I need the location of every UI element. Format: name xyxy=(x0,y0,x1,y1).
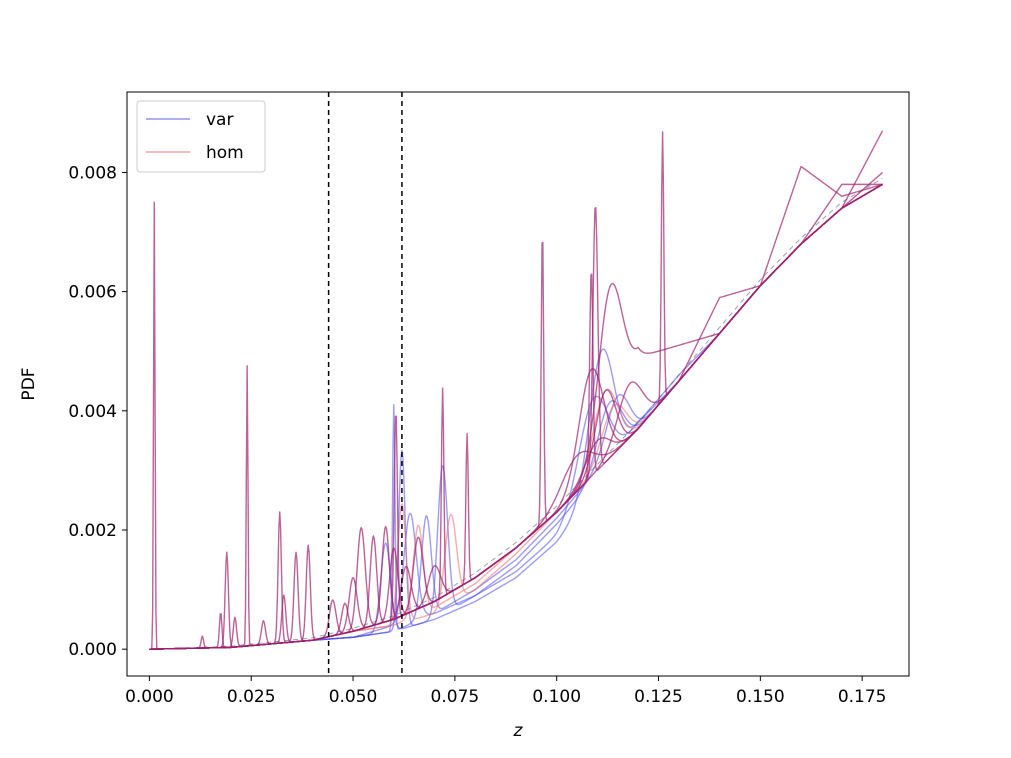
plot-frame xyxy=(126,91,910,677)
series-line-overlap-10 xyxy=(149,183,883,650)
y-tick-label: 0.006 xyxy=(68,283,117,303)
y-axis-ticks: 0.000 0.002 0.004 0.006 0.008 xyxy=(68,163,127,660)
y-tick-label: 0.008 xyxy=(68,163,117,183)
series-line-overlap-9 xyxy=(149,183,883,650)
y-tick-label: 0.002 xyxy=(68,521,117,541)
series-line-overlap-7 xyxy=(149,183,883,650)
x-tick-label: 0.175 xyxy=(838,687,887,707)
y-axis-label: PDF xyxy=(19,367,39,400)
series-line-overlap-11 xyxy=(149,183,883,650)
x-tick-label: 0.050 xyxy=(329,687,378,707)
series-layer xyxy=(149,130,884,650)
legend-label-hom: hom xyxy=(206,143,244,163)
reference-line xyxy=(149,177,883,650)
vertical-line-layer xyxy=(327,92,403,676)
y-tick-label: 0.000 xyxy=(68,640,117,660)
series-line-var-0 xyxy=(149,183,883,650)
x-tick-label: 0.000 xyxy=(125,687,174,707)
series-line-var-3 xyxy=(149,183,883,650)
x-tick-label: 0.100 xyxy=(532,687,581,707)
series-line-var-2 xyxy=(149,183,883,650)
legend-label-var: var xyxy=(206,110,233,130)
x-axis-ticks: 0.000 0.025 0.050 0.075 0.100 0.125 0.150 0.175 xyxy=(125,676,886,707)
x-tick-label: 0.125 xyxy=(634,687,683,707)
series-line-overlap-13 xyxy=(149,183,883,650)
y-tick-label: 0.004 xyxy=(68,402,117,422)
series-line-var-1 xyxy=(149,183,883,650)
series-line-hom-4 xyxy=(149,183,883,650)
x-tick-label: 0.025 xyxy=(227,687,276,707)
x-axis-label: z xyxy=(513,721,524,741)
x-tick-label: 0.150 xyxy=(736,687,785,707)
legend-frame xyxy=(136,100,266,173)
legend: var hom xyxy=(136,100,266,173)
x-tick-label: 0.075 xyxy=(431,687,480,707)
series-line-hom-5 xyxy=(149,183,883,650)
